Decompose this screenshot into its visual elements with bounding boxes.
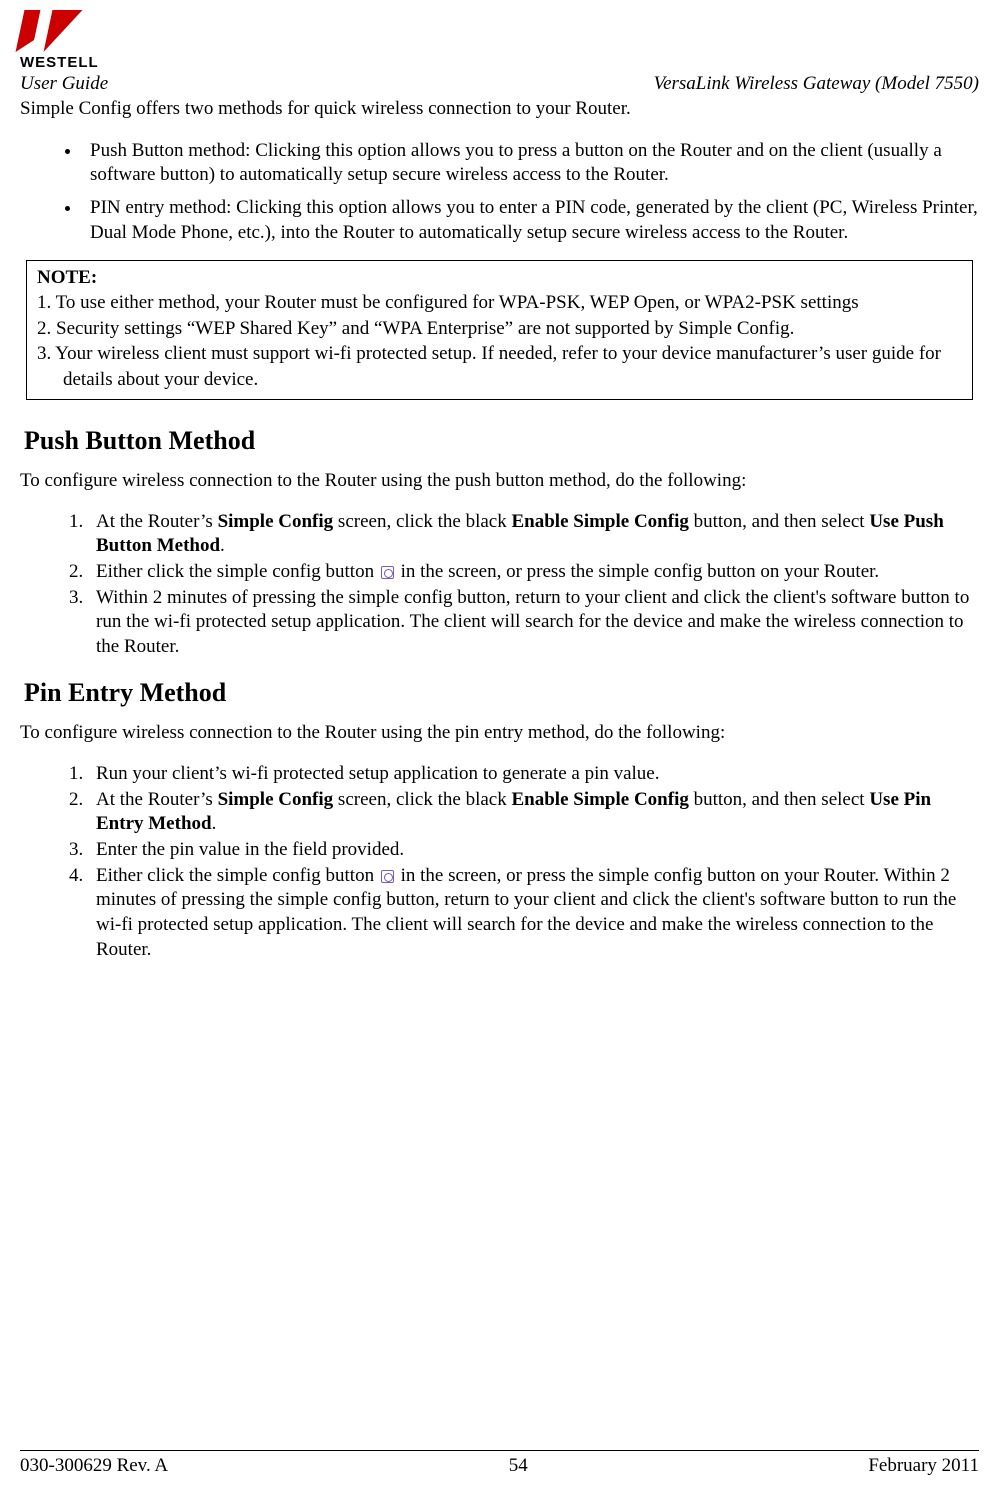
brand-logo: WESTELL [20,10,979,71]
brand-name: WESTELL [20,54,99,71]
text: button, and then select [689,789,869,810]
bold-text: Simple Config [218,789,334,810]
note-label: NOTE: [37,265,962,291]
text: button, and then select [689,511,869,532]
list-item: Either click the simple config button in… [88,864,979,963]
bold-text: Enable Simple Config [511,511,688,532]
list-item: Enter the pin value in the field provide… [88,838,979,863]
footer-page-number: 54 [509,1455,528,1477]
list-item: PIN entry method: Clicking this option a… [82,196,979,245]
push-button-steps: At the Router’s Simple Config screen, cl… [20,510,979,660]
list-item: At the Router’s Simple Config screen, cl… [88,510,979,559]
note-box: NOTE: 1. To use either method, your Rout… [26,260,973,400]
footer-rule [20,1450,979,1451]
push-button-intro: To configure wireless connection to the … [20,470,979,492]
list-item: Either click the simple config button in… [88,560,979,585]
footer-left: 030-300629 Rev. A [20,1455,168,1477]
footer-right: February 2011 [868,1455,979,1477]
list-item: Run your client’s wi-fi protected setup … [88,762,979,787]
bold-text: Simple Config [218,511,334,532]
running-header: User Guide VersaLink Wireless Gateway (M… [20,73,979,95]
list-item: At the Router’s Simple Config screen, cl… [88,788,979,837]
note-line-1: 1. To use either method, your Router mus… [37,290,962,316]
text: . [212,813,217,834]
simple-config-icon [381,566,394,579]
bold-text: Enable Simple Config [511,789,688,810]
text: in the screen, or press the simple confi… [396,561,879,582]
simple-config-icon [381,870,394,883]
text: . [220,535,225,556]
note-line-2: 2. Security settings “WEP Shared Key” an… [37,316,962,342]
methods-list: Push Button method: Clicking this option… [20,139,979,246]
brand-mark-icon [20,10,76,52]
footer-row: 030-300629 Rev. A 54 February 2011 [20,1455,979,1477]
header-right: VersaLink Wireless Gateway (Model 7550) [654,73,979,95]
push-button-heading: Push Button Method [24,426,979,456]
text: At the Router’s [96,789,218,810]
pin-entry-steps: Run your client’s wi-fi protected setup … [20,762,979,963]
intro-paragraph: Simple Config offers two methods for qui… [20,97,979,121]
list-item: Push Button method: Clicking this option… [82,139,979,188]
page-footer: 030-300629 Rev. A 54 February 2011 [20,1450,979,1477]
page: WESTELL User Guide VersaLink Wireless Ga… [0,0,999,1497]
pin-entry-intro: To configure wireless connection to the … [20,722,979,744]
pin-entry-heading: Pin Entry Method [24,678,979,708]
text: Either click the simple config button [96,865,379,886]
text: At the Router’s [96,511,218,532]
text: screen, click the black [333,511,511,532]
list-item: Within 2 minutes of pressing the simple … [88,586,979,660]
text: Either click the simple config button [96,561,379,582]
text: screen, click the black [333,789,511,810]
note-line-3: 3. Your wireless client must support wi-… [37,341,962,392]
header-left: User Guide [20,73,108,95]
